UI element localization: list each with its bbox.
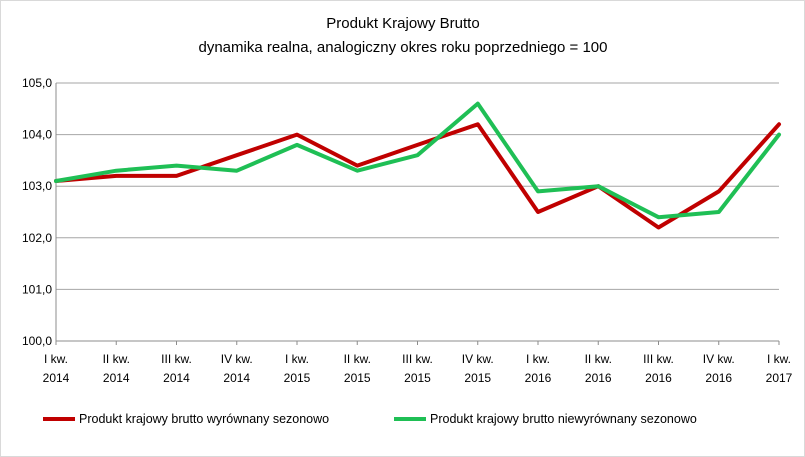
- x-tick-label-year: 2015: [344, 371, 371, 385]
- x-tick-label-quarter: II kw.: [103, 352, 130, 366]
- x-tick-label-quarter: II kw.: [585, 352, 612, 366]
- x-tick-label-quarter: I kw.: [767, 352, 791, 366]
- x-axis-ticks: I kw. 2014 II kw. 2014 III kw. 2014 IV kw. 2014…: [43, 341, 793, 385]
- x-tick-label-year: 2015: [284, 371, 311, 385]
- x-tick-label-year: 2014: [103, 371, 130, 385]
- legend-label-2: Produkt krajowy brutto niewyrównany sezo…: [430, 412, 697, 426]
- x-tick-label-quarter: III kw.: [402, 352, 433, 366]
- gridlines: [55, 82, 779, 342]
- x-tick-label-year: 2015: [404, 371, 431, 385]
- series-line-1: [54, 122, 781, 230]
- y-tick-label: 103,0: [22, 179, 52, 193]
- x-tick-label-quarter: III kw.: [643, 352, 674, 366]
- x-tick-label-year: 2015: [464, 371, 491, 385]
- y-axis-ticks: 100,0 101,0 102,0 103,0 104,0 105,0: [22, 76, 52, 348]
- y-tick-label: 105,0: [22, 76, 52, 90]
- x-tick-label-year: 2014: [43, 371, 70, 385]
- series-line-2: [54, 101, 781, 220]
- chart-subtitle: dynamika realna, analogiczny okres roku …: [198, 39, 607, 56]
- legend-label-1: Produkt krajowy brutto wyrównany sezonow…: [79, 412, 329, 426]
- x-tick-label-quarter: III kw.: [161, 352, 192, 366]
- legend: Produkt krajowy brutto wyrównany sezonow…: [43, 412, 697, 426]
- series-lines: [54, 101, 781, 230]
- x-tick-label-year: 2017: [766, 371, 793, 385]
- x-tick-label-year: 2014: [163, 371, 190, 385]
- x-tick-label-year: 2016: [645, 371, 672, 385]
- y-tick-label: 102,0: [22, 231, 52, 245]
- x-tick-label-year: 2016: [525, 371, 552, 385]
- x-tick-label-quarter: II kw.: [344, 352, 371, 366]
- y-tick-label: 100,0: [22, 334, 52, 348]
- x-tick-label-year: 2014: [223, 371, 250, 385]
- y-tick-label: 104,0: [22, 128, 52, 142]
- x-tick-label-quarter: IV kw.: [462, 352, 494, 366]
- x-tick-label-quarter: IV kw.: [221, 352, 253, 366]
- x-tick-label-quarter: I kw.: [526, 352, 550, 366]
- x-tick-label-year: 2016: [585, 371, 612, 385]
- x-tick-label-quarter: I kw.: [285, 352, 309, 366]
- x-tick-label-quarter: I kw.: [44, 352, 68, 366]
- x-tick-label-quarter: IV kw.: [703, 352, 735, 366]
- chart-title: Produkt Krajowy Brutto: [326, 15, 479, 32]
- x-tick-label-year: 2016: [705, 371, 732, 385]
- y-tick-label: 101,0: [22, 282, 52, 296]
